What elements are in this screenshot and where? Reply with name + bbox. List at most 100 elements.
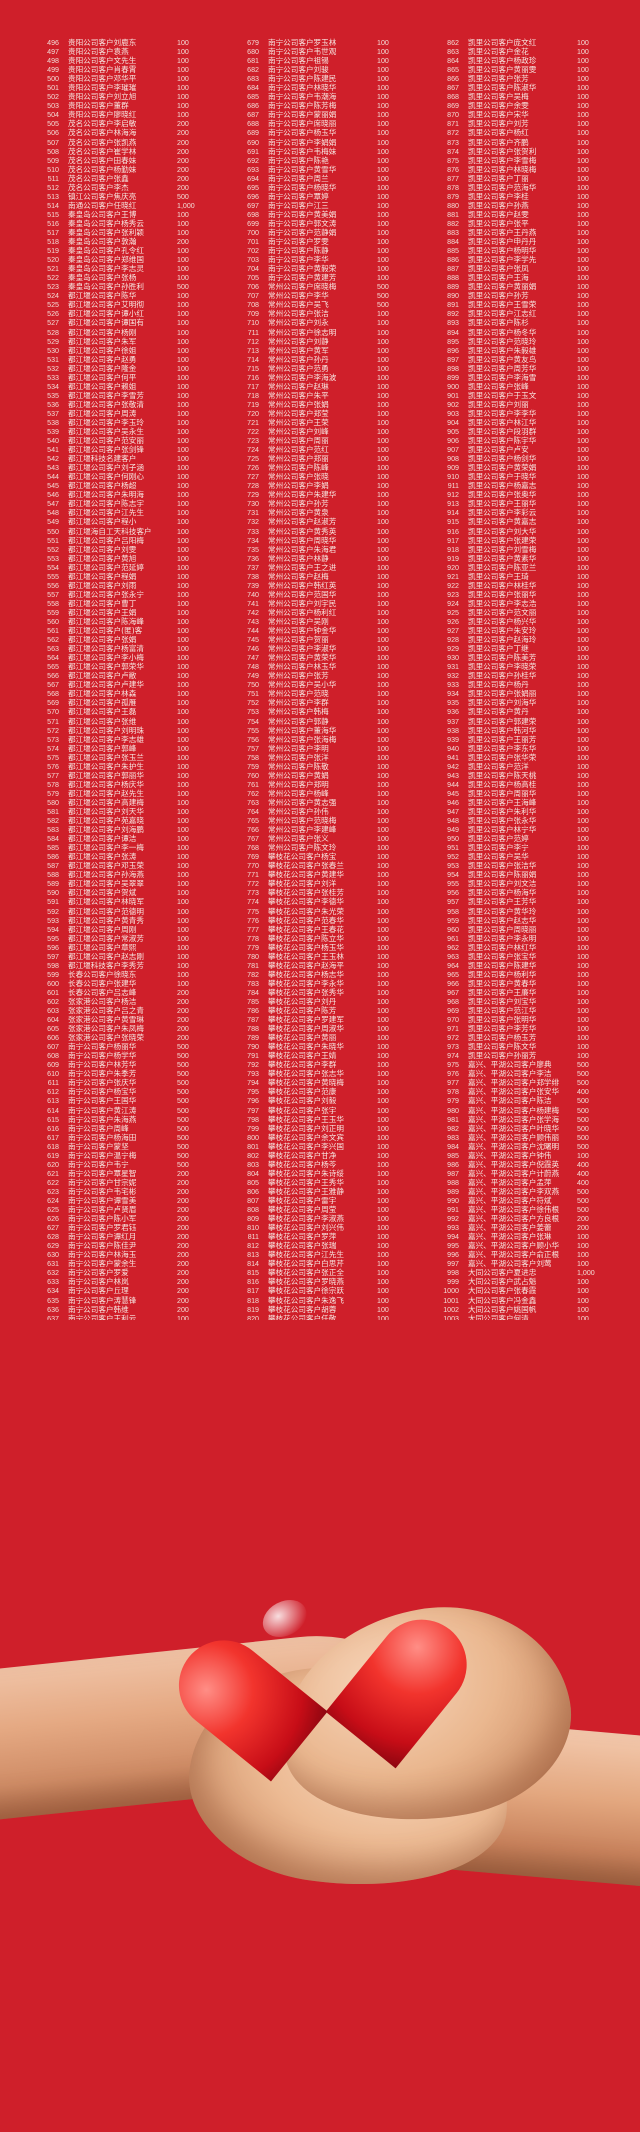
donor-row: 814 攀枝花公司客户白思芹 100 bbox=[233, 1259, 407, 1268]
donor-name: 贵阳公司客户廖晓红 bbox=[68, 110, 137, 120]
donor-name: 常州公司客户李群 bbox=[268, 698, 329, 708]
donor-index: 612 bbox=[47, 1088, 59, 1097]
donor-index: 521 bbox=[47, 265, 59, 274]
donor-name: 茂名公司客户林海海 bbox=[68, 128, 137, 138]
donation-amount: 200 bbox=[177, 1034, 189, 1043]
donor-index: 707 bbox=[247, 292, 259, 301]
donor-name: 都江堰公司客户赵志刚 bbox=[68, 951, 144, 961]
donor-name: 凯里公司客户杨利华 bbox=[468, 969, 537, 979]
donor-index: 748 bbox=[247, 663, 259, 672]
donor-index: 809 bbox=[247, 1215, 259, 1224]
donation-amount: 100 bbox=[577, 681, 589, 690]
donation-amount: 100 bbox=[377, 138, 389, 147]
donor-row: 775 攀枝花公司客户朱光荣 100 bbox=[233, 907, 407, 916]
donor-name: 南宁公司客户周兰 bbox=[268, 173, 329, 183]
donor-name: 凯里公司客户李芳华 bbox=[468, 1024, 537, 1034]
donation-amount: 100 bbox=[577, 636, 589, 645]
donor-index: 998 bbox=[447, 1269, 459, 1278]
donation-amount: 100 bbox=[377, 898, 389, 907]
donation-amount: 200 bbox=[177, 997, 189, 1006]
donor-row: 894 凯里公司客户杨冬华 100 bbox=[433, 328, 607, 337]
donation-amount: 100 bbox=[377, 84, 389, 93]
donor-row: 774 攀枝花公司客户李德华 100 bbox=[233, 897, 407, 906]
donor-index: 749 bbox=[247, 672, 259, 681]
donor-row: 719 常州公司客户张娟 100 bbox=[233, 400, 407, 409]
donation-amount: 100 bbox=[377, 482, 389, 491]
donation-amount: 100 bbox=[577, 373, 589, 382]
donor-index: 819 bbox=[247, 1305, 259, 1314]
donor-row: 608 南宁公司客户杨学华 500 bbox=[33, 1051, 207, 1060]
donation-amount: 100 bbox=[377, 102, 389, 111]
donor-index: 970 bbox=[447, 1016, 459, 1025]
donor-index: 756 bbox=[247, 735, 259, 744]
donor-name: 凯里公司客户黄春华 bbox=[468, 978, 537, 988]
donor-name: 张家港公司客户吕之青 bbox=[68, 1006, 144, 1016]
donation-amount: 500 bbox=[177, 1079, 189, 1088]
donor-row: 593 都江堰公司客户黄青秀 100 bbox=[33, 916, 207, 925]
donor-index: 800 bbox=[247, 1133, 259, 1142]
donation-amount: 100 bbox=[577, 518, 589, 527]
donor-row: 513 镇江公司客户焦庆亮 500 bbox=[33, 192, 207, 201]
donation-amount: 100 bbox=[377, 889, 389, 898]
donor-row: 875 凯里公司客户李雪梅 100 bbox=[433, 156, 607, 165]
donor-index: 577 bbox=[47, 771, 59, 780]
donor-index: 556 bbox=[47, 581, 59, 590]
donor-name: 南宁公司客户朱海燕 bbox=[68, 1114, 137, 1124]
donation-amount: 200 bbox=[577, 1224, 589, 1233]
donor-row: 773 攀枝花公司客户张桂芳 100 bbox=[233, 888, 407, 897]
donation-amount: 100 bbox=[377, 75, 389, 84]
donor-row: 789 攀枝花公司客户黄丽 100 bbox=[233, 1033, 407, 1042]
donor-name: 都江堰公司客户李雪芳 bbox=[68, 390, 144, 400]
donor-index: 963 bbox=[447, 952, 459, 961]
donation-amount: 100 bbox=[577, 464, 589, 473]
donor-row: 805 攀枝花公司客户王秀华 100 bbox=[233, 1178, 407, 1187]
donor-index: 786 bbox=[247, 1007, 259, 1016]
donor-name: 攀枝花公司客户李永华 bbox=[268, 978, 344, 988]
donor-index: 911 bbox=[447, 482, 459, 491]
donor-index: 569 bbox=[47, 699, 59, 708]
donation-amount: 100 bbox=[377, 147, 389, 156]
donor-name: 凯里公司客户范婷 bbox=[468, 834, 529, 844]
donor-name: 张家港公司客户朱凤梅 bbox=[68, 1024, 144, 1034]
donor-name: 嘉兴、平湖公司客户顾小华 bbox=[468, 1241, 560, 1251]
donor-row: 733 常州公司客户黄秀英 100 bbox=[233, 527, 407, 536]
donor-row: 747 常州公司客户黄荣华 100 bbox=[233, 653, 407, 662]
donation-amount: 100 bbox=[377, 256, 389, 265]
donation-amount: 100 bbox=[377, 274, 389, 283]
donor-row: 916 凯里公司客户刘大华 100 bbox=[433, 527, 607, 536]
donation-amount: 100 bbox=[377, 219, 389, 228]
donor-name: 凯里公司客户刘大华 bbox=[468, 526, 537, 536]
donor-row: 499 贵阳公司客户肖春霄 100 bbox=[33, 65, 207, 74]
donation-amount: 100 bbox=[577, 780, 589, 789]
donor-index: 499 bbox=[47, 66, 59, 75]
donor-row: 796 攀枝花公司客户刘毅 100 bbox=[233, 1096, 407, 1105]
donor-row: 782 攀枝花公司客户杨志华 100 bbox=[233, 970, 407, 979]
donation-amount: 200 bbox=[177, 1206, 189, 1215]
donation-amount: 200 bbox=[177, 1224, 189, 1233]
donation-amount: 100 bbox=[377, 817, 389, 826]
donor-name: 都江堰公司客户谭洁 bbox=[68, 834, 137, 844]
donor-row: 617 南宁公司客户杨海田 500 bbox=[33, 1133, 207, 1142]
donor-name: 常州公司客户刘宇民 bbox=[268, 598, 337, 608]
donor-row: 708 常州公司客户吴飞 500 bbox=[233, 300, 407, 309]
donation-amount: 400 bbox=[577, 1160, 589, 1169]
donor-index: 920 bbox=[447, 563, 459, 572]
donor-name: 攀枝花公司客户白思芹 bbox=[268, 1259, 344, 1269]
donor-row: 900 凯里公司客户张峰 100 bbox=[433, 382, 607, 391]
donor-row: 735 常州公司客户朱海君 100 bbox=[233, 545, 407, 554]
donor-name: 凯里公司客户赵海玲 bbox=[468, 635, 537, 645]
donor-row: 623 南宁公司客户韦宅彬 200 bbox=[33, 1187, 207, 1196]
donor-index: 600 bbox=[47, 979, 59, 988]
donation-amount: 500 bbox=[177, 1052, 189, 1061]
donor-name: 都江堰公司客户张剑锋 bbox=[68, 445, 144, 455]
donor-name: 凯里公司客户陈文华 bbox=[468, 1042, 537, 1052]
donor-row: 772 攀枝花公司客户刘洋 100 bbox=[233, 879, 407, 888]
donation-amount: 200 bbox=[577, 1215, 589, 1224]
donor-index: 908 bbox=[447, 455, 459, 464]
donation-amount: 100 bbox=[377, 907, 389, 916]
donor-index: 971 bbox=[447, 1025, 459, 1034]
donor-name: 贵阳公司客户肖春霄 bbox=[68, 65, 137, 75]
donor-name: 凯里公司客户张洁华 bbox=[468, 861, 537, 871]
donor-name: 常州公司客户赵琳 bbox=[268, 381, 329, 391]
donor-row: 756 常州公司客户张海梅 100 bbox=[233, 735, 407, 744]
